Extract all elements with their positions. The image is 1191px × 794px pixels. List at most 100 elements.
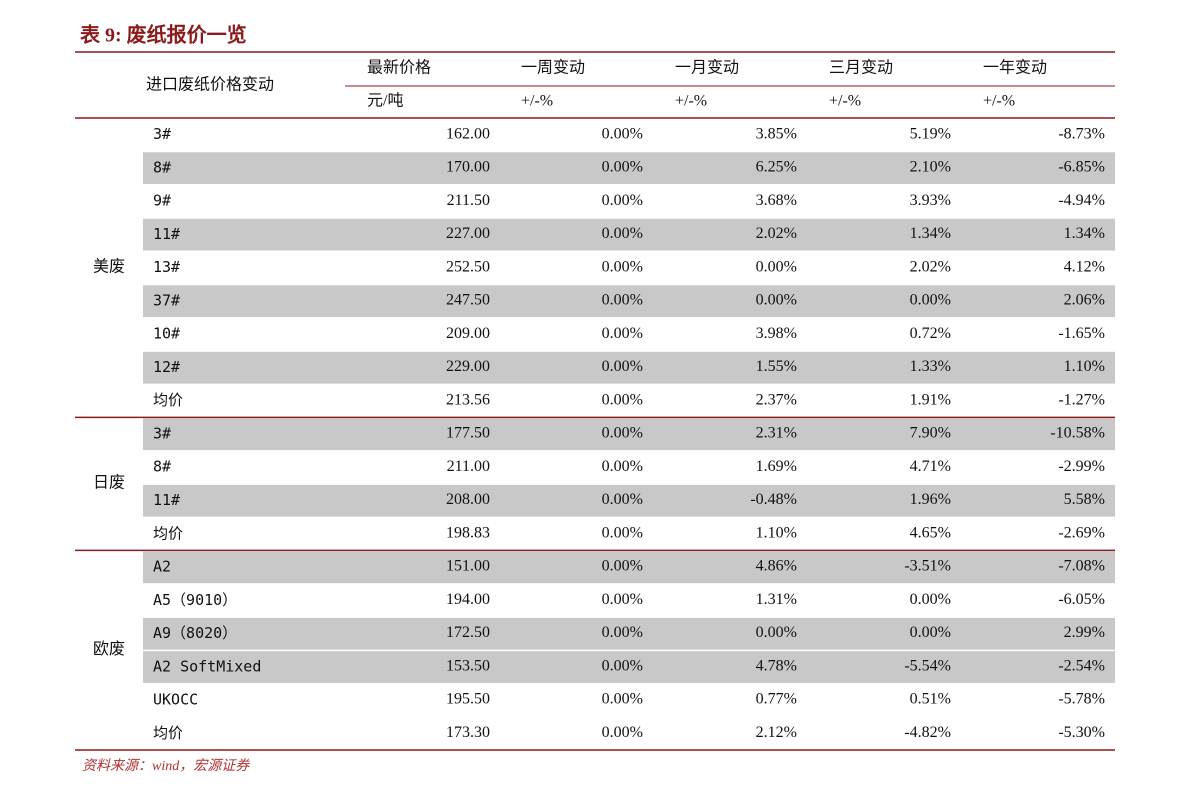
column-unit: +/-% [983, 93, 1015, 110]
cell: 0.00% [602, 258, 643, 275]
row-shade [143, 285, 1115, 318]
cell: -7.08% [1058, 558, 1105, 575]
column-header: 最新价格 [367, 59, 431, 77]
row-name: 12# [153, 358, 180, 376]
cell: 151.00 [446, 558, 490, 575]
row-shade [143, 617, 1115, 650]
cell: 0.00% [602, 292, 643, 309]
cell: 0.00% [910, 292, 951, 309]
group-name: 美废 [93, 257, 125, 275]
cell: 0.00% [602, 391, 643, 408]
cell: 213.56 [446, 391, 490, 408]
row-shade [143, 484, 1115, 517]
cell: 2.02% [756, 225, 797, 242]
cell: 0.00% [602, 358, 643, 375]
cell: -1.27% [1058, 391, 1105, 408]
cell: 0.00% [910, 591, 951, 608]
cell: -4.94% [1058, 192, 1105, 209]
row-shade [143, 651, 1115, 683]
cell: 2.10% [910, 159, 951, 176]
column-header: 一月变动 [675, 59, 739, 77]
cell: 6.25% [756, 159, 797, 176]
cell: 4.78% [756, 657, 797, 674]
cell: -6.85% [1058, 159, 1105, 176]
cell: 0.00% [602, 192, 643, 209]
cell: 1.10% [756, 524, 797, 541]
cell: -5.30% [1058, 724, 1105, 741]
row-name: 均价 [153, 391, 183, 409]
source: 资料来源：wind，宏源证券 [82, 758, 250, 774]
row-name: 13# [153, 258, 180, 276]
row-name: 11# [153, 225, 180, 243]
cell: 0.00% [602, 591, 643, 608]
cell: 170.00 [446, 159, 490, 176]
cell: 1.10% [1064, 358, 1105, 375]
row-shade [143, 551, 1115, 584]
row-name: A9（8020） [153, 624, 237, 642]
row-name: 均价 [153, 524, 183, 542]
cell: 1.33% [910, 358, 951, 375]
cell: 172.50 [446, 624, 490, 641]
cell: 7.90% [910, 425, 951, 442]
cell: -8.73% [1058, 125, 1105, 142]
row-name: 37# [153, 291, 180, 309]
column-header: 三月变动 [829, 59, 893, 77]
cell: 4.86% [756, 558, 797, 575]
cell: 0.00% [602, 425, 643, 442]
cell: 1.31% [756, 591, 797, 608]
cell: 0.00% [756, 292, 797, 309]
cell: 0.00% [756, 624, 797, 641]
cell: 3.98% [756, 325, 797, 342]
column-unit: +/-% [521, 93, 553, 110]
cell: 229.00 [446, 358, 490, 375]
cell: -0.48% [750, 491, 797, 508]
cell: 3.85% [756, 125, 797, 142]
cell: 252.50 [446, 258, 490, 275]
cell: 0.77% [756, 691, 797, 708]
cell: 0.72% [910, 325, 951, 342]
cell: 0.00% [602, 491, 643, 508]
cell: 2.99% [1064, 624, 1105, 641]
cell: 0.00% [602, 624, 643, 641]
cell: -6.05% [1058, 591, 1105, 608]
row-name: UKOCC [153, 691, 198, 709]
cell: -1.65% [1058, 325, 1105, 342]
cell: 227.00 [446, 225, 490, 242]
cell: 162.00 [446, 125, 490, 142]
cell: 1.69% [756, 458, 797, 475]
cell: 195.50 [446, 691, 490, 708]
cell: -5.54% [904, 657, 951, 674]
column-unit: +/-% [829, 93, 861, 110]
cell: 2.02% [910, 258, 951, 275]
cell: -2.54% [1058, 657, 1105, 674]
cell: 4.12% [1064, 258, 1105, 275]
row-name: 均价 [153, 724, 183, 742]
row-shade [143, 152, 1115, 185]
cell: 2.12% [756, 724, 797, 741]
cell: -2.99% [1058, 458, 1105, 475]
cell: 0.00% [602, 458, 643, 475]
row-name: A2 SoftMixed [153, 657, 261, 675]
row-name: 11# [153, 491, 180, 509]
row-name: 9# [153, 192, 171, 210]
cell: 5.19% [910, 125, 951, 142]
cell: 194.00 [446, 591, 490, 608]
row-name: 8# [153, 158, 171, 176]
cell: 208.00 [446, 491, 490, 508]
row-shade [143, 218, 1115, 251]
cell: 0.00% [602, 325, 643, 342]
cell: 3.68% [756, 192, 797, 209]
cell: 0.00% [756, 258, 797, 275]
row-name: 3# [153, 125, 171, 143]
column-unit: 元/吨 [367, 92, 403, 110]
cell: 5.58% [1064, 491, 1105, 508]
cell: 1.34% [910, 225, 951, 242]
cell: 0.00% [602, 558, 643, 575]
cell: 4.71% [910, 458, 951, 475]
row-name: 3# [153, 424, 171, 442]
cell: -5.78% [1058, 691, 1105, 708]
row-name: 8# [153, 458, 171, 476]
cell: 2.37% [756, 391, 797, 408]
